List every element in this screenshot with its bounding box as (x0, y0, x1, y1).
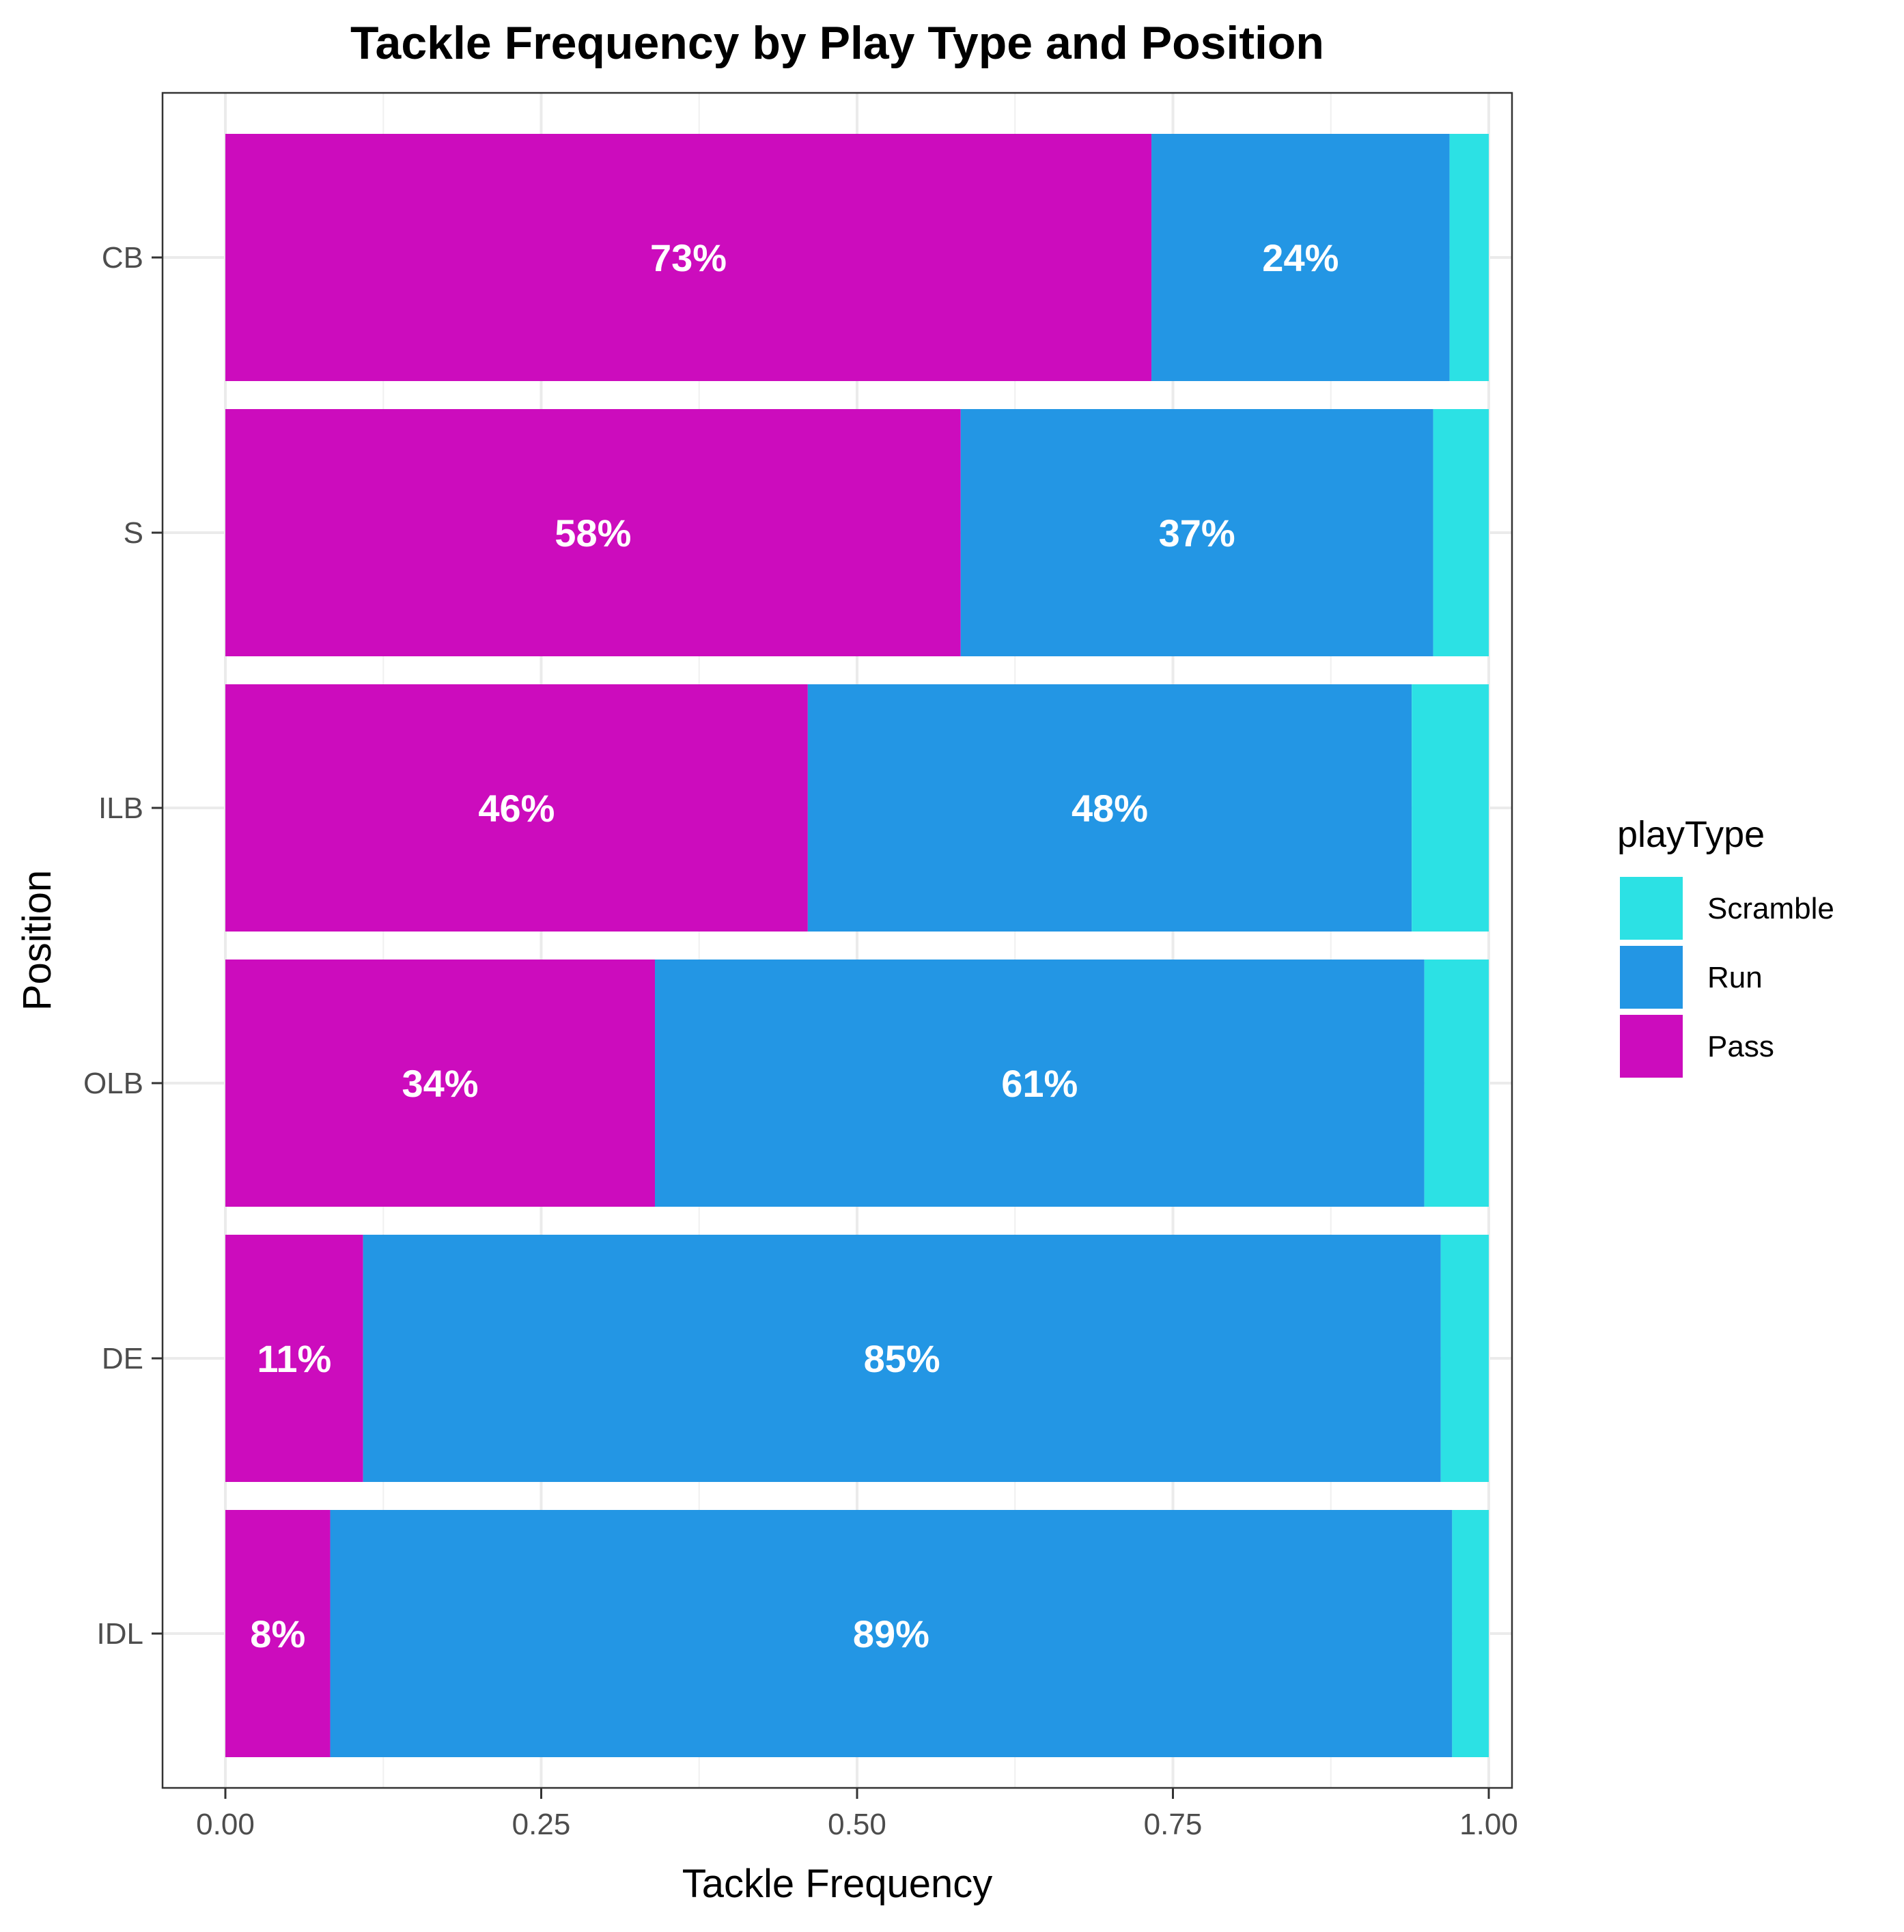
y-tick-label: IDL (97, 1617, 143, 1651)
chart-title: Tackle Frequency by Play Type and Positi… (350, 17, 1324, 69)
legend-label-scramble: Scramble (1707, 892, 1834, 925)
bar-run-olb (655, 960, 1425, 1207)
x-tick-label: 0.75 (1144, 1808, 1203, 1841)
y-tick-label: S (124, 516, 143, 550)
y-tick-label: CB (102, 241, 143, 275)
bar-label-pass-idl: 8% (250, 1612, 305, 1655)
bar-label-pass-s: 58% (555, 512, 631, 555)
bar-pass-olb (225, 960, 655, 1207)
y-tick-label: DE (102, 1342, 143, 1375)
bar-scramble-cb (1449, 134, 1489, 381)
bar-scramble-de (1440, 1235, 1489, 1482)
bar-pass-cb (225, 134, 1152, 381)
bar-label-pass-ilb: 46% (478, 787, 555, 830)
bar-label-run-ilb: 48% (1072, 787, 1148, 830)
bar-label-pass-cb: 73% (650, 236, 727, 279)
legend-title: playType (1617, 814, 1765, 855)
labels-layer: 73% 24% 58% 37% 46% 48% 34% 61% 11% 85% 8% 89% (250, 236, 1339, 1655)
plot-panel-border (161, 92, 1513, 1789)
legend: playType Scramble Run Pass (1617, 814, 1834, 1078)
bar-label-pass-olb: 34% (402, 1062, 478, 1105)
bar-pass-s (225, 409, 961, 656)
bar-run-cb (1151, 134, 1450, 381)
bar-run-idl (330, 1510, 1453, 1757)
bar-scramble-idl (1452, 1510, 1489, 1757)
axis-layer: CB S ILB OLB DE IDL 0.00 0.25 0.50 0.75 1.00 (83, 241, 1518, 1841)
bars-layer (225, 134, 1489, 1757)
bar-scramble-s (1433, 409, 1489, 656)
legend-key-scramble (1620, 877, 1683, 940)
x-tick-label: 1.00 (1459, 1808, 1518, 1841)
bar-label-run-de: 85% (864, 1337, 940, 1380)
legend-label-run: Run (1707, 961, 1763, 994)
x-tick-label: 0.50 (828, 1808, 886, 1841)
legend-label-pass: Pass (1707, 1030, 1774, 1063)
bar-pass-ilb (225, 684, 808, 932)
bar-pass-idl (225, 1510, 331, 1757)
bar-scramble-olb (1424, 960, 1489, 1207)
bar-label-run-cb: 24% (1262, 236, 1339, 279)
legend-key-pass (1620, 1015, 1683, 1078)
x-tick-label: 0.25 (512, 1808, 571, 1841)
bar-label-run-idl: 89% (853, 1612, 929, 1655)
x-axis-title: Tackle Frequency (682, 1862, 993, 1906)
bar-label-pass-de: 11% (257, 1337, 331, 1380)
y-tick-label: OLB (83, 1067, 143, 1100)
bar-pass-de (225, 1235, 363, 1482)
x-tick-label: 0.00 (196, 1808, 255, 1841)
legend-key-run (1620, 946, 1683, 1009)
bar-run-ilb (807, 684, 1412, 932)
bar-run-de (363, 1235, 1441, 1482)
y-tick-label: ILB (98, 792, 143, 825)
y-axis-title: Position (15, 870, 59, 1011)
bar-label-run-s: 37% (1159, 512, 1235, 555)
bar-label-run-olb: 61% (1001, 1062, 1078, 1105)
bar-scramble-ilb (1412, 684, 1489, 932)
bar-run-s (960, 409, 1433, 656)
